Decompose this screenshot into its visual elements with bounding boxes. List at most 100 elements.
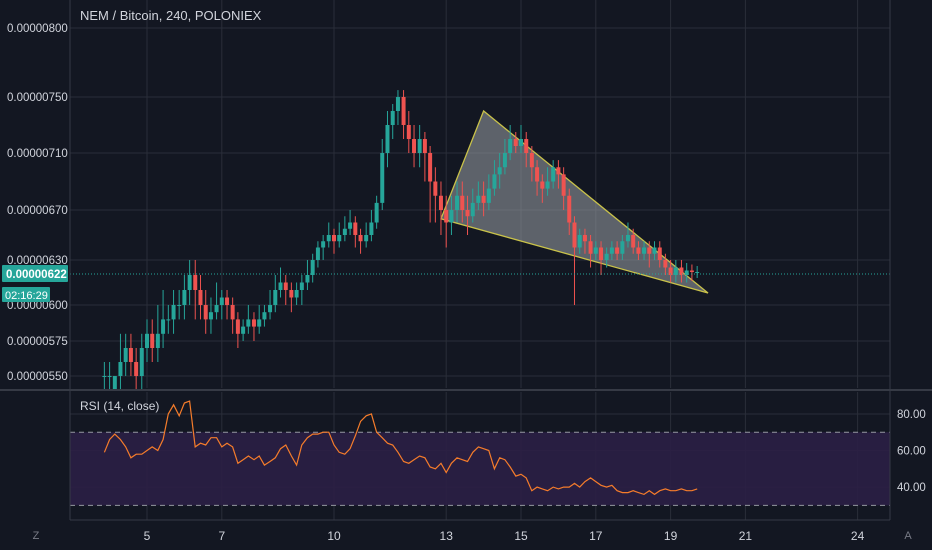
candle-body (246, 319, 251, 327)
candle-body (268, 305, 273, 313)
rsi-title[interactable]: RSI (14, close) (80, 399, 160, 413)
candle-body (593, 247, 598, 254)
candle (486, 174, 491, 210)
rsi-tick-label: 80.00 (897, 409, 926, 421)
candle-body (647, 247, 652, 254)
candle (599, 241, 604, 275)
auto-scale-button[interactable]: A (904, 530, 912, 542)
price-tick-label: 0.00000710 (7, 148, 68, 160)
candle-body (455, 195, 460, 210)
candle (470, 188, 475, 223)
candle-body (150, 333, 155, 348)
candle-body (395, 97, 400, 111)
candle (310, 253, 315, 283)
candle-body (358, 235, 363, 242)
candle (390, 104, 395, 139)
price-tick-label: 0.00000800 (7, 23, 68, 35)
candle (465, 195, 470, 235)
candle (128, 333, 133, 376)
candle-body (679, 267, 684, 275)
candle-body (599, 247, 604, 260)
price-axis[interactable]: 0.00000800 0.00000750 0.00000710 0.00000670… (7, 23, 68, 383)
candle-body (299, 282, 304, 290)
candle (588, 235, 593, 268)
candle (567, 188, 572, 235)
zoom-button[interactable]: Z (32, 530, 40, 542)
candle (577, 228, 582, 254)
candle-body (625, 235, 630, 242)
candle (139, 333, 144, 390)
candle-body (390, 111, 395, 125)
price-tick-label: 0.00000750 (7, 92, 68, 104)
candle (657, 241, 662, 268)
candle-body (582, 235, 587, 242)
candle-body (332, 235, 336, 242)
candle (321, 235, 326, 260)
candle (246, 305, 251, 334)
candle-body (668, 267, 673, 275)
candle-body (502, 153, 507, 168)
candle (460, 181, 465, 223)
candle-body (123, 348, 128, 362)
candle (476, 181, 481, 210)
candle (332, 228, 336, 254)
candle-body (663, 260, 668, 268)
candle-body (556, 167, 561, 175)
candle (150, 319, 155, 362)
candle-body (465, 210, 470, 217)
chart-title[interactable]: NEM / Bitcoin, 240, POLONIEX (80, 8, 262, 23)
candle-body (631, 235, 636, 248)
candle (609, 241, 614, 260)
candle (107, 362, 112, 390)
candle-body (251, 319, 256, 327)
candle-body (385, 125, 390, 153)
candle (412, 125, 417, 168)
candle (112, 376, 117, 390)
candle-body (508, 139, 513, 153)
candle (348, 210, 353, 235)
candle (326, 222, 331, 248)
candle-body (380, 153, 385, 203)
candle (524, 132, 529, 168)
candle (278, 267, 283, 298)
candle (369, 210, 374, 242)
candle (182, 275, 187, 320)
candle-body (102, 376, 107, 377)
candle (171, 290, 176, 334)
candle (177, 290, 182, 320)
candle (262, 305, 267, 327)
candle (455, 181, 460, 223)
candle (684, 263, 689, 283)
candle (492, 160, 497, 196)
candle-body (551, 167, 556, 182)
candle-body (486, 188, 491, 203)
time-tick-label: 24 (851, 529, 865, 543)
time-tick-label: 19 (664, 529, 678, 543)
candle-body (225, 297, 230, 305)
candle (305, 260, 310, 290)
candle (358, 228, 363, 254)
candle (529, 146, 534, 182)
candle-body (193, 275, 198, 290)
candle (134, 348, 139, 390)
candle-body (481, 195, 486, 203)
price-badge-bg (2, 265, 68, 282)
candle (203, 290, 208, 334)
candle-body (572, 222, 577, 248)
rsi-axis[interactable]: 80.00 60.00 40.00 (897, 409, 926, 494)
candle (508, 125, 513, 161)
rsi-tick-label: 40.00 (897, 482, 926, 494)
time-tick-label: 17 (589, 529, 603, 543)
time-axis[interactable]: 5 7 10 13 15 17 19 21 24 (144, 529, 865, 543)
candle-body (524, 139, 529, 153)
candle-body (684, 270, 689, 275)
candle-body (294, 290, 299, 298)
candle-body (689, 270, 694, 272)
candlestick-series (102, 90, 700, 390)
price-tick-label: 0.00000670 (7, 205, 68, 217)
candle-body (139, 348, 144, 376)
time-tick-label: 21 (739, 529, 753, 543)
candle-body (673, 267, 678, 275)
candle (481, 181, 486, 217)
